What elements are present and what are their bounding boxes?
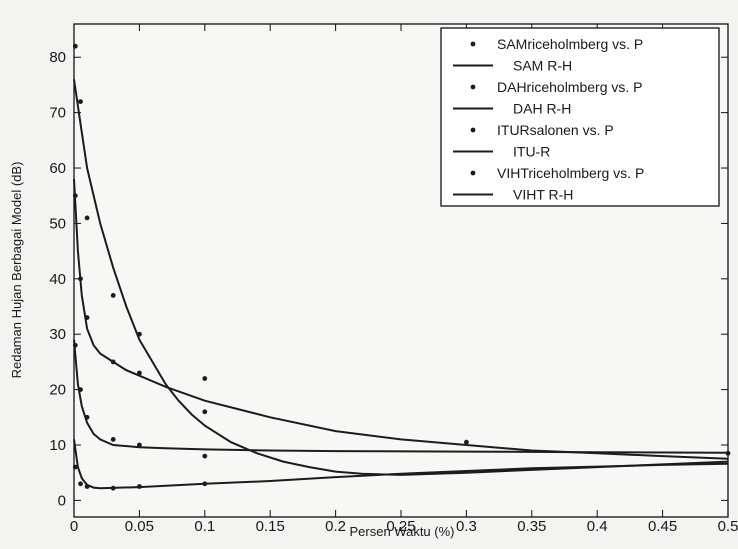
y-axis-title: Redaman Hujan Berbagai Model (dB): [9, 162, 24, 379]
legend-point-marker: [470, 84, 476, 90]
x-tick-label: 0.3: [456, 518, 477, 535]
series-point: [464, 439, 469, 445]
series-line: [73, 79, 729, 476]
series-line: [73, 439, 729, 490]
x-tick-label: 0.45: [648, 518, 677, 535]
legend-label: DAHriceholmberg vs. P: [497, 79, 643, 95]
x-tick-label: 0.2: [325, 518, 346, 535]
x-tick-label: 0.1: [194, 518, 215, 535]
legend-label: ITU-R: [513, 144, 550, 160]
series-point: [110, 293, 116, 298]
legend-point-marker: [470, 170, 476, 176]
series-point: [78, 99, 83, 104]
y-tick-label: 30: [49, 326, 66, 343]
series-point: [202, 453, 208, 459]
x-tick-label: 0: [70, 518, 78, 535]
legend-box: [440, 27, 720, 207]
y-tick-label: 10: [49, 437, 66, 454]
series-point: [78, 481, 83, 487]
x-tick-label: 0.5: [718, 518, 738, 535]
legend-label: SAM R-H: [513, 58, 572, 74]
series-layer: [72, 43, 731, 491]
legend-label: ITURsalonen vs. P: [497, 122, 614, 138]
y-tick-label: 60: [49, 160, 66, 177]
series-line: [73, 339, 729, 454]
series-point: [110, 437, 116, 442]
axis-ticks: [73, 24, 729, 517]
series-point: [72, 43, 78, 49]
y-tick-label: 0: [58, 492, 66, 509]
x-axis-title: Persen Waktu (%): [350, 524, 455, 539]
series-point: [202, 409, 208, 415]
legend-label: VIHTriceholmberg vs. P: [497, 165, 644, 181]
x-tick-label: 0.05: [125, 518, 154, 535]
series-point: [84, 215, 90, 221]
series-point: [72, 464, 78, 470]
legend-point-marker: [470, 41, 476, 47]
series-point: [202, 376, 208, 381]
legend-point-marker: [470, 127, 476, 133]
x-tick-label: 0.25: [386, 518, 415, 535]
y-tick-label: 50: [49, 215, 66, 232]
y-tick-label: 70: [49, 105, 66, 122]
legend-label: DAH R-H: [513, 101, 571, 117]
x-tick-label: 0.35: [517, 518, 546, 535]
x-tick-label: 0.15: [256, 518, 285, 535]
series-line: [73, 179, 729, 460]
y-tick-label: 20: [49, 382, 66, 399]
legend-label: VIHT R-H: [513, 187, 573, 203]
x-tick-label: 0.4: [587, 518, 608, 535]
tick-labels: 0 0.05 0.1 0.15 0.2 0.25 0.3 0.35 0.4 0.45 0.5 0 10 2…: [49, 49, 738, 535]
legend: SAMriceholmberg vs. P SAM R-H DAHriceholmb…: [440, 27, 720, 207]
legend-label: SAMriceholmberg vs. P: [497, 36, 643, 52]
y-tick-label: 40: [49, 271, 66, 288]
y-tick-label: 80: [49, 49, 66, 66]
